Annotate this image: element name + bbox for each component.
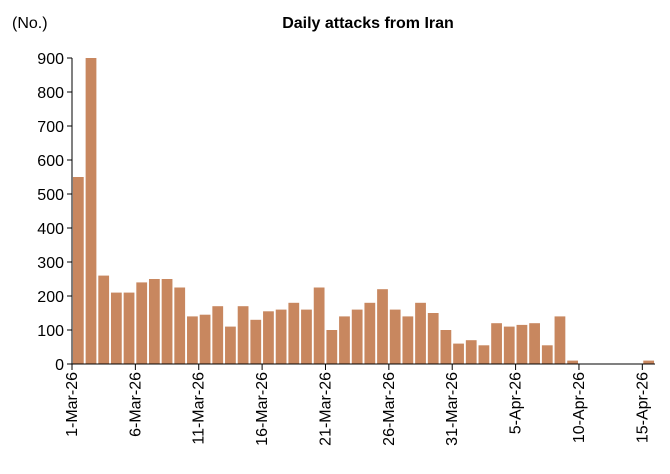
bar-5-Mar-26 xyxy=(123,292,135,364)
bar-7-Mar-26 xyxy=(148,279,160,364)
bar-27-Mar-26 xyxy=(402,316,414,364)
bar-29-Mar-26 xyxy=(427,313,439,364)
bars-group xyxy=(72,58,655,364)
bar-23-Mar-26 xyxy=(351,309,363,364)
bar-6-Mar-26 xyxy=(136,282,148,364)
bar-24-Mar-26 xyxy=(364,302,376,364)
bar-15-Apr-26 xyxy=(643,360,655,364)
y-tick-label: 900 xyxy=(37,51,64,68)
bar-1-Mar-26 xyxy=(72,177,84,364)
x-tick-label: 16-Mar-26 xyxy=(254,372,271,446)
x-tick-label: 11-Mar-26 xyxy=(191,372,208,445)
x-tick-label: 26-Mar-26 xyxy=(381,372,398,446)
bar-8-Mar-26 xyxy=(161,279,173,364)
x-tick-label: 15-Apr-26 xyxy=(634,372,651,443)
y-tick-label: 800 xyxy=(37,85,64,102)
bar-1-Apr-26 xyxy=(465,340,477,364)
y-tick-label: 300 xyxy=(37,255,64,272)
bar-30-Mar-26 xyxy=(440,330,452,364)
y-axis-unit-label: (No.) xyxy=(12,15,48,32)
x-tick-label: 6-Mar-26 xyxy=(127,372,144,437)
bar-17-Mar-26 xyxy=(275,309,287,364)
y-tick-label: 700 xyxy=(37,119,64,136)
bar-15-Mar-26 xyxy=(250,319,262,364)
bar-19-Mar-26 xyxy=(301,309,312,364)
bar-9-Apr-26 xyxy=(567,360,578,364)
bar-16-Mar-26 xyxy=(263,311,274,364)
bar-20-Mar-26 xyxy=(313,287,325,364)
bar-8-Apr-26 xyxy=(554,316,566,364)
y-tick-label: 500 xyxy=(37,187,64,204)
bar-9-Mar-26 xyxy=(174,287,186,364)
bar-14-Mar-26 xyxy=(237,306,249,364)
bar-18-Mar-26 xyxy=(288,302,300,364)
bar-28-Mar-26 xyxy=(415,302,426,364)
bar-12-Mar-26 xyxy=(212,306,224,364)
bar-13-Mar-26 xyxy=(225,326,236,364)
bar-10-Mar-26 xyxy=(187,316,198,364)
y-tick-label: 200 xyxy=(37,289,64,306)
chart-title: Daily attacks from Iran xyxy=(282,15,454,32)
bar-3-Apr-26 xyxy=(491,323,502,364)
bar-11-Mar-26 xyxy=(199,314,211,364)
bar-26-Mar-26 xyxy=(389,309,401,364)
bar-4-Mar-26 xyxy=(110,292,122,364)
x-tick-label: 1-Mar-26 xyxy=(64,372,81,437)
y-tick-label: 100 xyxy=(37,323,64,340)
bar-2-Mar-26 xyxy=(85,58,97,364)
bar-22-Mar-26 xyxy=(339,316,350,364)
x-tick-label: 5-Apr-26 xyxy=(508,372,525,434)
x-tick-label: 10-Apr-26 xyxy=(571,372,588,443)
bar-25-Mar-26 xyxy=(377,289,388,364)
x-tick-label: 21-Mar-26 xyxy=(317,372,334,446)
bar-6-Apr-26 xyxy=(529,323,540,364)
bar-2-Apr-26 xyxy=(478,345,490,364)
y-axis: 0 100 200 300 400 500 600 700 800 900 xyxy=(37,51,73,374)
bar-3-Mar-26 xyxy=(98,275,110,364)
bar-7-Apr-26 xyxy=(541,345,553,364)
x-tick-label: 31-Mar-26 xyxy=(444,372,461,446)
y-tick-label: 400 xyxy=(37,221,64,238)
y-tick-label: 600 xyxy=(37,153,64,170)
x-axis: 1-Mar-26 6-Mar-26 11-Mar-26 16-Mar-26 21-Mar… xyxy=(64,363,655,446)
bar-31-Mar-26 xyxy=(453,343,464,364)
bar-5-Apr-26 xyxy=(516,324,528,364)
bar-21-Mar-26 xyxy=(326,330,338,364)
bar-4-Apr-26 xyxy=(503,326,515,364)
y-tick-label: 0 xyxy=(55,357,64,374)
